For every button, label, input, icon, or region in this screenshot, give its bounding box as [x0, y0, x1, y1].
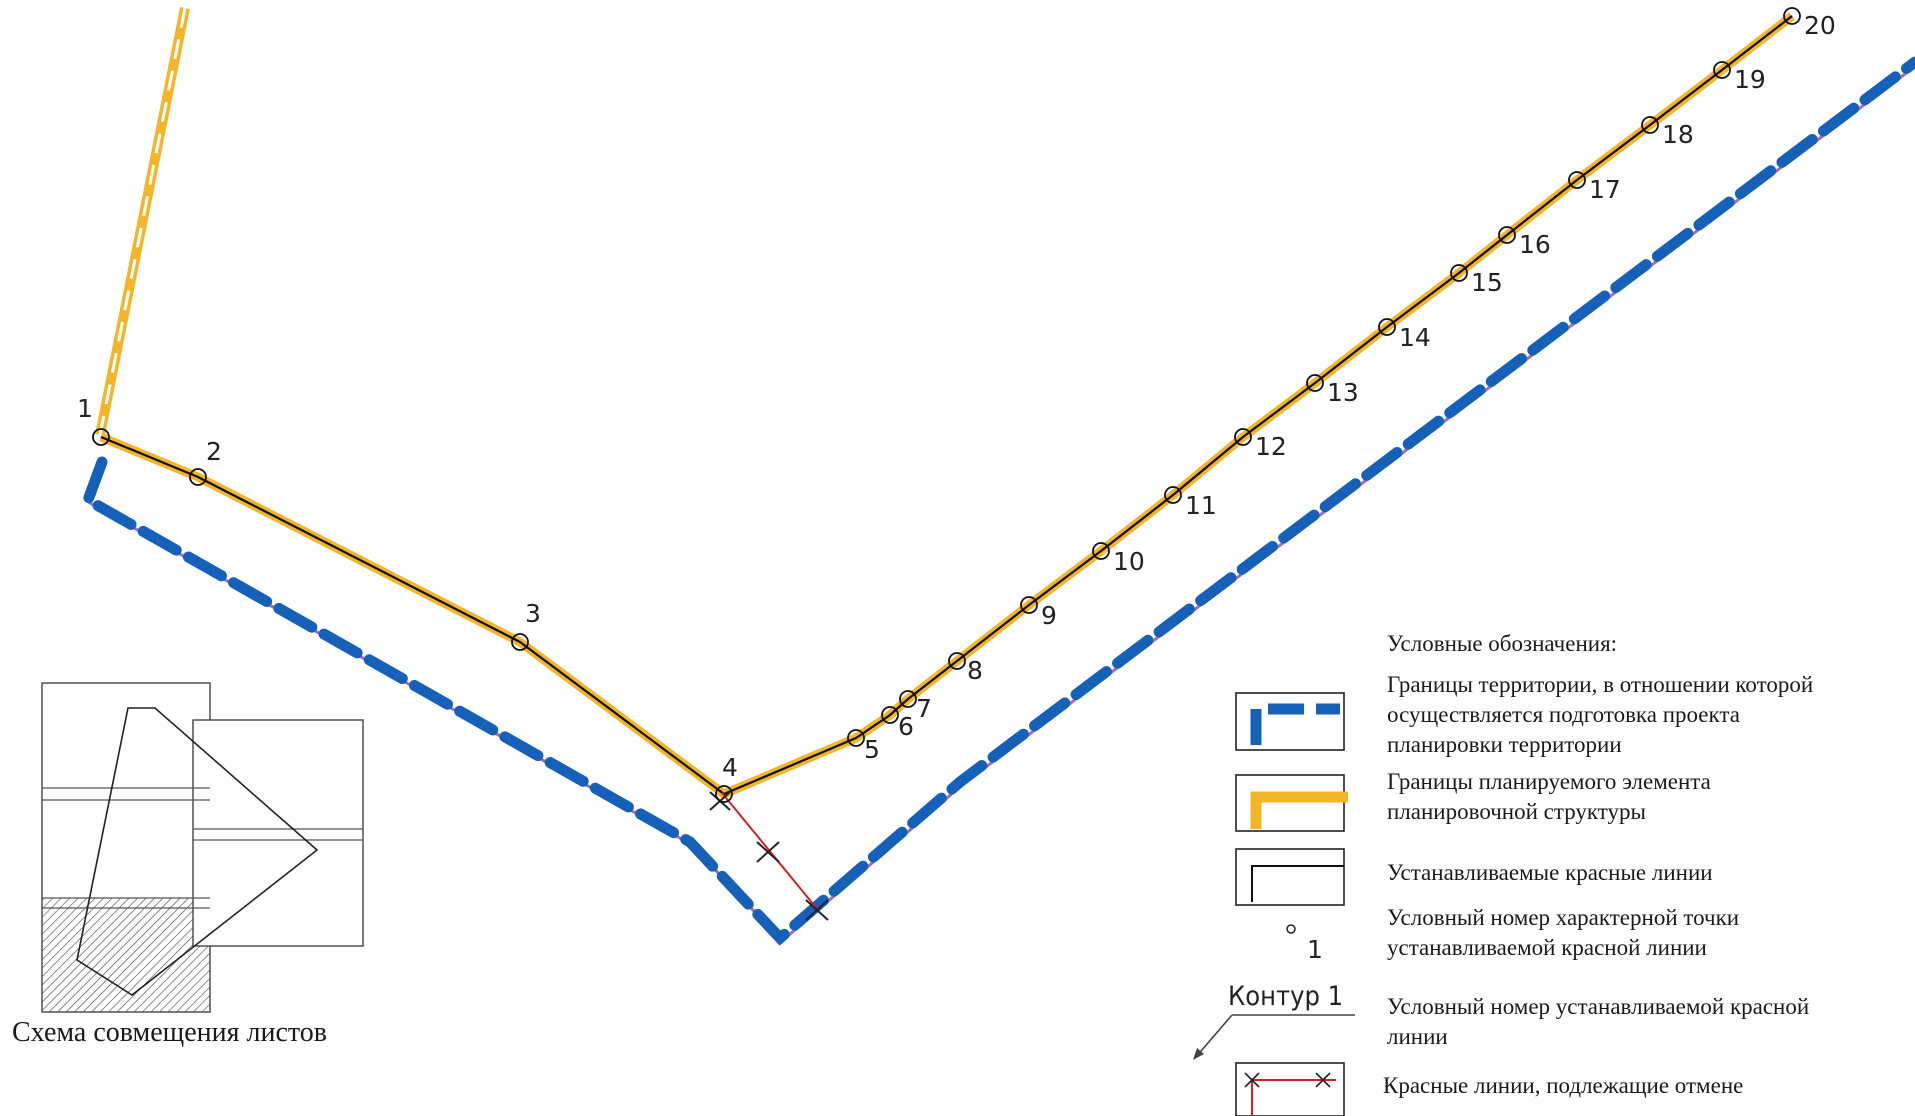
point-label-4: 4 — [722, 753, 738, 782]
point-marker-20 — [1783, 7, 1801, 25]
legend-symbol-point-number: 1 — [1286, 924, 1323, 964]
sheet-scheme-caption: Схема совмещения листов — [12, 1017, 327, 1048]
legend-text-territory-boundary: Границы территории, в отношении которой … — [1387, 672, 1819, 757]
planning-element-boundary — [95, 7, 1795, 799]
point-marker-13 — [1306, 374, 1324, 392]
point-marker-4 — [715, 785, 733, 803]
legend-symbol-territory-boundary — [1235, 692, 1345, 751]
point-label-19: 19 — [1734, 65, 1766, 94]
legend-title: Условные обозначения: — [1387, 631, 1617, 656]
point-label-14: 14 — [1399, 323, 1431, 352]
point-label-9: 9 — [1041, 601, 1057, 630]
point-marker-18 — [1641, 116, 1659, 134]
point-marker-5 — [847, 729, 865, 747]
point-marker-6 — [881, 706, 899, 724]
legend-text-contour-number: Условный номер устанавливаемой красной л… — [1387, 994, 1815, 1049]
legend-text-red-line-set: Устанавливаемые красные линии — [1387, 860, 1713, 885]
legend: Условные обозначения: Границы территории… — [1193, 631, 1819, 1116]
point-label-10: 10 — [1113, 547, 1145, 576]
point-marker-16 — [1498, 226, 1516, 244]
point-label-12: 12 — [1255, 432, 1287, 461]
sheet-scheme: Схема совмещения листов — [12, 682, 364, 1048]
cancel-red-line — [709, 791, 829, 921]
point-marker-11 — [1164, 486, 1182, 504]
point-label-18: 18 — [1662, 120, 1694, 149]
point-marker-15 — [1450, 264, 1468, 282]
point-label-16: 16 — [1519, 230, 1551, 259]
svg-text:1: 1 — [1307, 935, 1323, 964]
point-label-6: 6 — [898, 712, 914, 741]
point-marker-19 — [1713, 61, 1731, 79]
point-marker-14 — [1378, 318, 1396, 336]
point-marker-1 — [92, 428, 110, 446]
point-label-20: 20 — [1804, 11, 1836, 40]
point-label-3: 3 — [525, 599, 541, 628]
svg-text:Контур 1: Контур 1 — [1228, 981, 1343, 1012]
point-label-2: 2 — [206, 437, 222, 466]
point-label-1: 1 — [77, 394, 93, 423]
legend-symbol-red-line-set — [1235, 848, 1345, 906]
point-marker-2 — [189, 468, 207, 486]
point-marker-12 — [1234, 428, 1252, 446]
point-marker-10 — [1092, 542, 1110, 560]
point-marker-7 — [899, 690, 917, 708]
legend-symbol-contour-number: Контур 1 — [1193, 981, 1355, 1060]
legend-text-point-number: Условный номер характерной точки устанав… — [1387, 905, 1745, 960]
point-label-5: 5 — [864, 735, 880, 764]
point-label-8: 8 — [967, 656, 983, 685]
point-label-13: 13 — [1327, 378, 1359, 407]
legend-text-red-line-cancel: Красные линии, подлежащие отмене — [1383, 1073, 1743, 1098]
legend-symbol-planning-element — [1235, 774, 1348, 832]
legend-symbol-red-line-cancel — [1235, 1062, 1345, 1116]
point-label-7: 7 — [916, 694, 932, 723]
point-label-15: 15 — [1471, 268, 1503, 297]
point-label-11: 11 — [1185, 491, 1217, 520]
point-marker-3 — [511, 633, 529, 651]
point-label-17: 17 — [1589, 175, 1621, 204]
territory-boundary — [81, 56, 1915, 946]
point-marker-17 — [1568, 171, 1586, 189]
point-marker-8 — [948, 652, 966, 670]
point-marker-9 — [1020, 596, 1038, 614]
legend-text-planning-element: Границы планируемого элемента планировоч… — [1387, 769, 1717, 824]
